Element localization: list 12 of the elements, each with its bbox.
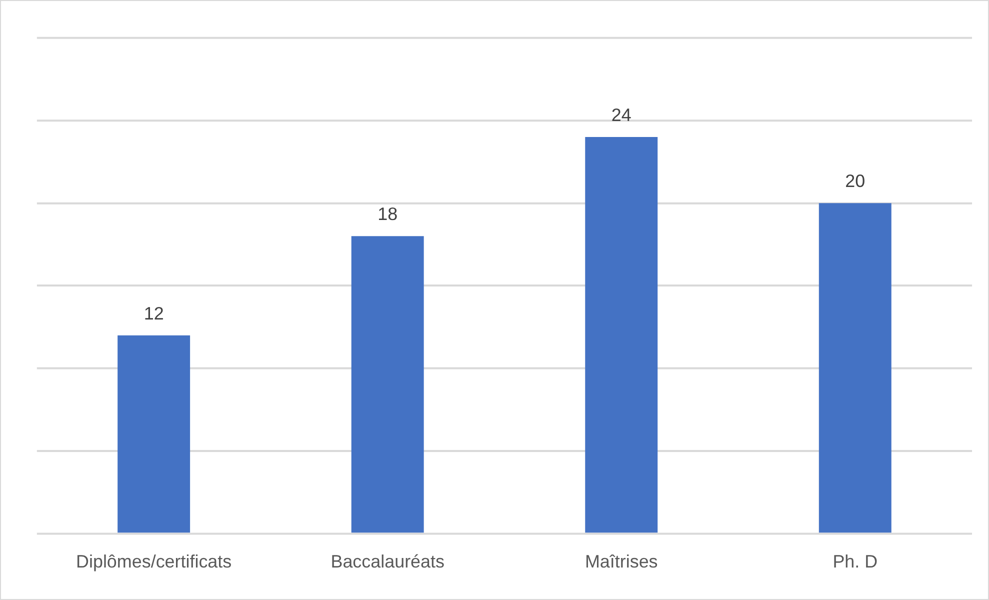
data-label: 24 bbox=[611, 105, 632, 126]
x-tick-label: Maîtrises bbox=[584, 551, 658, 572]
data-label: 20 bbox=[845, 171, 866, 192]
data-label: 12 bbox=[144, 303, 164, 324]
x-tick-label: Baccalauréats bbox=[330, 551, 444, 572]
bar bbox=[818, 203, 892, 533]
x-tick-label: Diplômes/certificats bbox=[76, 551, 232, 572]
data-label: 18 bbox=[378, 204, 398, 224]
bar bbox=[118, 335, 190, 533]
bar bbox=[585, 137, 658, 533]
bar bbox=[351, 236, 424, 533]
x-tick-label: Ph. D bbox=[832, 551, 878, 572]
